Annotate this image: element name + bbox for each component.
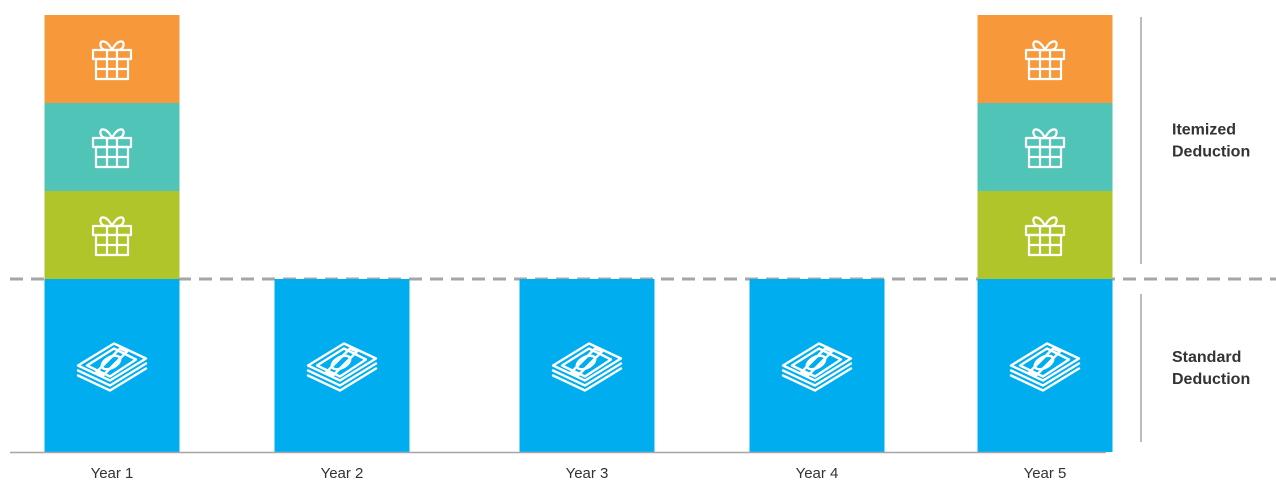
bracket-label: Standard (1172, 349, 1241, 366)
bracket-label: Deduction (1172, 144, 1250, 161)
bracket-label: Itemized (1172, 122, 1236, 139)
x-tick-label: Year 5 (1024, 465, 1067, 481)
x-tick-label: Year 3 (566, 465, 609, 481)
x-tick-label: Year 1 (91, 465, 134, 481)
x-tick-label: Year 2 (321, 465, 364, 481)
x-tick-label: Year 4 (796, 465, 839, 481)
bracket-label: Deduction (1172, 371, 1250, 388)
